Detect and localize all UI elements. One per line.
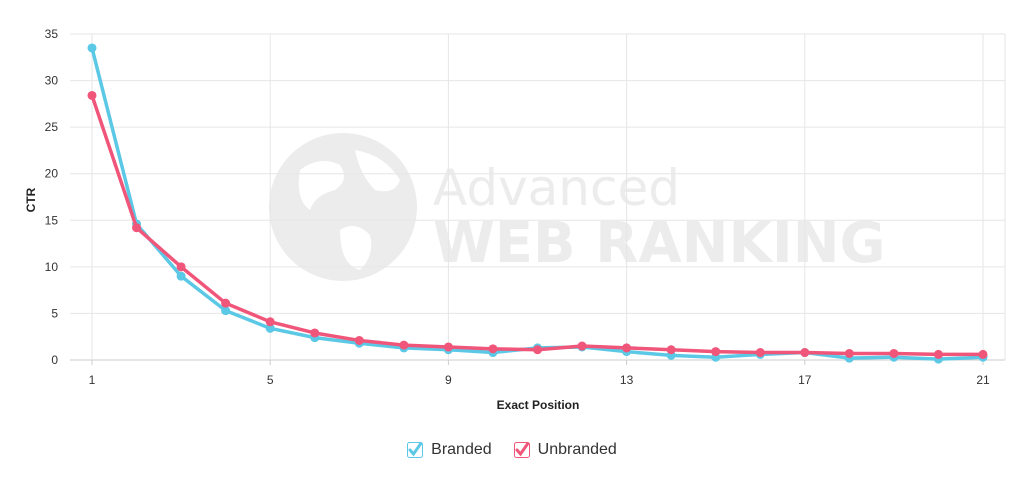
checkbox-icon[interactable] bbox=[513, 442, 530, 458]
legend-label-branded: Branded bbox=[431, 441, 492, 458]
data-point-unbranded bbox=[800, 348, 810, 358]
data-point-unbranded bbox=[399, 340, 409, 350]
x-tick-label: 1 bbox=[89, 373, 96, 387]
data-point-unbranded bbox=[978, 349, 988, 359]
x-tick-label: 9 bbox=[445, 373, 452, 387]
x-tick-label: 17 bbox=[798, 373, 812, 387]
legend-item-unbranded[interactable]: Unbranded bbox=[513, 441, 617, 459]
x-tick-label: 5 bbox=[267, 373, 274, 387]
data-point-unbranded bbox=[622, 343, 632, 353]
y-tick-label: 25 bbox=[45, 120, 59, 134]
data-point-unbranded bbox=[889, 348, 899, 358]
data-point-unbranded bbox=[221, 298, 231, 308]
checkbox-icon[interactable] bbox=[407, 442, 424, 458]
watermark: Advanced WEB RANKING bbox=[269, 133, 886, 281]
y-tick-label: 35 bbox=[45, 27, 59, 41]
legend-label-unbranded: Unbranded bbox=[537, 441, 617, 458]
data-point-unbranded bbox=[132, 223, 142, 233]
data-point-unbranded bbox=[87, 90, 97, 100]
data-point-branded bbox=[87, 43, 97, 53]
y-tick-label: 15 bbox=[45, 213, 59, 227]
y-tick-label: 30 bbox=[45, 74, 59, 88]
series-layer bbox=[87, 43, 988, 364]
data-point-unbranded bbox=[533, 345, 542, 355]
x-tick-label: 13 bbox=[620, 373, 634, 387]
grid-lines bbox=[70, 33, 1006, 361]
data-point-branded bbox=[265, 323, 275, 333]
data-point-unbranded bbox=[265, 317, 275, 327]
x-axis-title: Exact Position bbox=[497, 398, 580, 412]
data-point-unbranded bbox=[844, 348, 854, 358]
data-point-unbranded bbox=[443, 342, 453, 352]
data-point-unbranded bbox=[488, 344, 498, 354]
y-tick-label: 5 bbox=[51, 306, 58, 320]
data-point-unbranded bbox=[577, 341, 587, 351]
series-unbranded bbox=[87, 90, 988, 359]
data-point-unbranded bbox=[933, 349, 943, 359]
data-point-unbranded bbox=[666, 345, 676, 355]
data-point-unbranded bbox=[755, 348, 765, 358]
x-tick-label: 21 bbox=[976, 373, 990, 387]
watermark-line2: WEB RANKING bbox=[433, 211, 886, 276]
data-point-branded bbox=[221, 306, 231, 316]
data-point-unbranded bbox=[176, 262, 186, 272]
y-axis-title: CTR bbox=[24, 187, 38, 212]
data-point-unbranded bbox=[354, 335, 364, 345]
y-tick-label: 10 bbox=[45, 260, 59, 274]
globe-icon bbox=[269, 133, 417, 281]
y-tick-label: 0 bbox=[51, 353, 58, 367]
data-point-unbranded bbox=[310, 328, 320, 338]
data-point-branded bbox=[176, 271, 186, 281]
data-point-unbranded bbox=[711, 347, 721, 357]
y-tick-label: 20 bbox=[45, 167, 59, 181]
legend: Branded Unbranded bbox=[0, 441, 1024, 459]
legend-item-branded[interactable]: Branded bbox=[407, 441, 492, 459]
watermark-line1: Advanced bbox=[433, 159, 680, 217]
